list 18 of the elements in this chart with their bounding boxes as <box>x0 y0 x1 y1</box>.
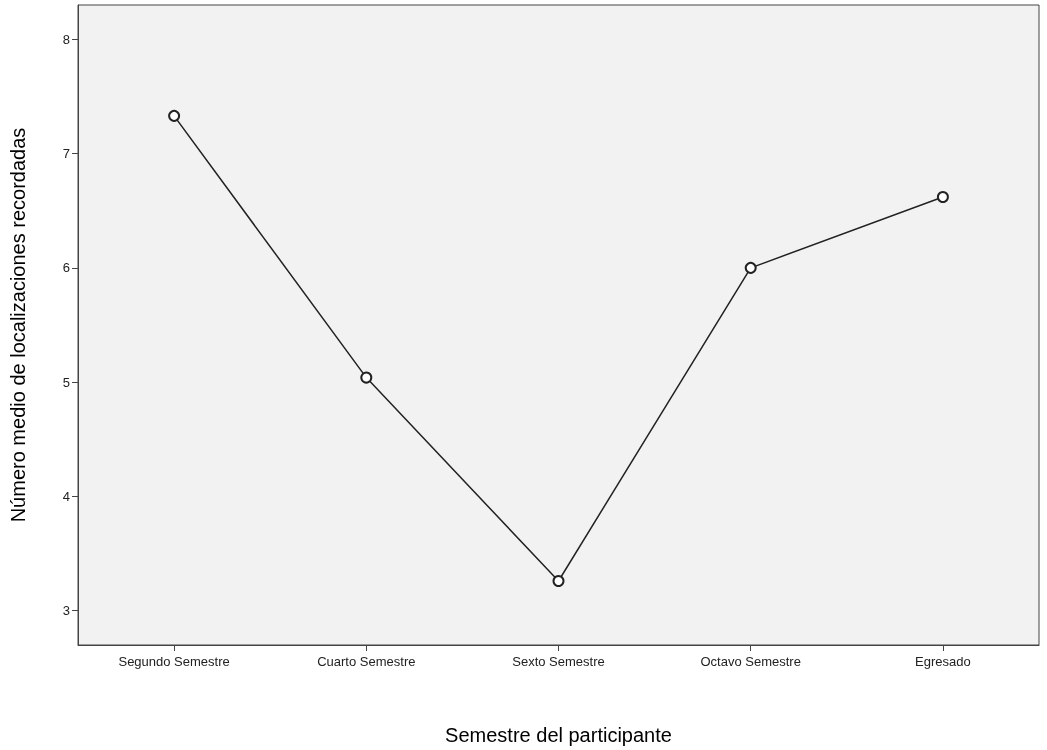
y-tick-label: 3 <box>62 603 70 619</box>
point <box>936 191 949 203</box>
point <box>168 109 181 122</box>
point <box>360 371 373 384</box>
y-tick-label: 7 <box>62 146 70 162</box>
y-tick-label: 8 <box>62 31 70 47</box>
point <box>744 261 757 274</box>
y-tick-label: 6 <box>62 260 70 276</box>
x-tick-label: Egresado <box>915 654 971 669</box>
point <box>552 575 565 587</box>
y-axis-title: Número medio de localizaciones recordadas <box>7 127 29 523</box>
x-tick-label: Cuarto Semestre <box>317 654 416 669</box>
x-axis-title: Semestre del participante <box>445 724 672 746</box>
x-tick-label: Segundo Semestre <box>118 654 230 669</box>
y-tick-label: 4 <box>62 488 70 504</box>
y-tick-label: 5 <box>62 374 70 390</box>
x-tick-label: Sexto Semestre <box>512 654 605 669</box>
x-tick-label: Octavo Semestre <box>700 654 801 669</box>
